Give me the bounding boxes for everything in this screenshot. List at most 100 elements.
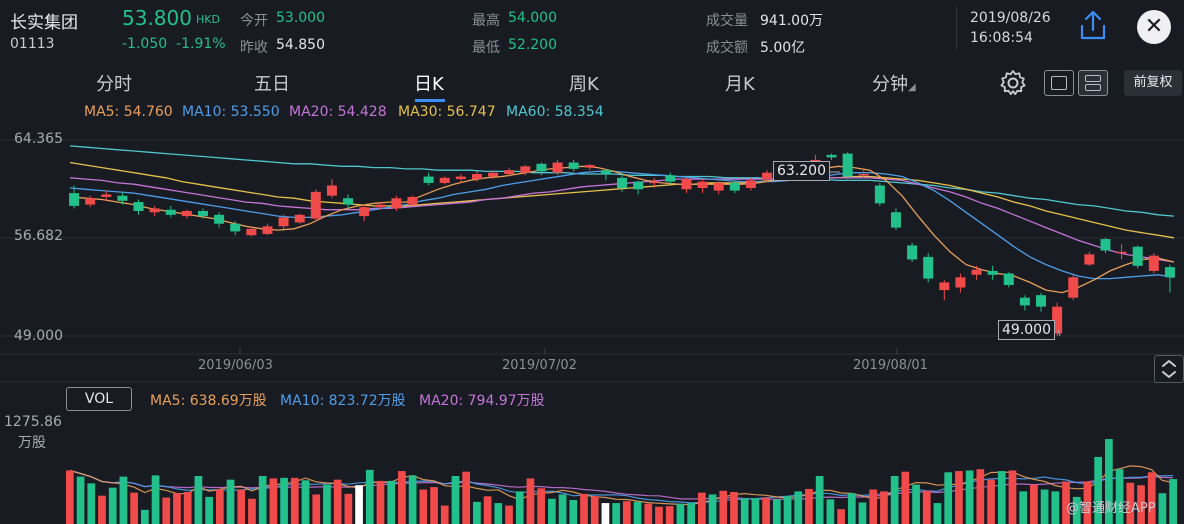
y-tick-top: 64.365 <box>14 131 63 147</box>
candle-up <box>971 269 982 275</box>
settings-button[interactable] <box>998 68 1028 98</box>
volume-bar <box>494 503 503 524</box>
tab-five-day[interactable]: 五日 <box>254 74 290 95</box>
vol-ma10-line <box>69 469 1174 504</box>
tab-weekly-k[interactable]: 周K <box>569 74 599 95</box>
price-adjust-button[interactable]: 前复权 <box>1124 70 1182 96</box>
price-change: -1.050 -1.91% <box>122 36 226 52</box>
volume-bar <box>333 479 342 524</box>
y-tick-mid: 56.682 <box>14 228 63 244</box>
candles <box>69 152 1175 337</box>
period-low-callout: 49.000 <box>998 320 1055 340</box>
volume-bar <box>162 497 171 524</box>
candle-up <box>310 191 321 219</box>
candle-down <box>568 162 579 169</box>
volume-bar <box>612 503 621 524</box>
candle-up <box>375 204 386 208</box>
candle-up <box>1052 306 1063 334</box>
volume-bar <box>173 493 181 524</box>
candle-down <box>633 181 644 190</box>
open-label: 今开 <box>240 13 268 29</box>
candle-up <box>294 214 305 223</box>
vol-ma5-line <box>69 465 1174 506</box>
tab-monthly-k[interactable]: 月K <box>725 74 755 95</box>
ma10-legend: MA10: 53.550 <box>182 104 280 120</box>
tab-daily-k[interactable]: 日K <box>414 74 444 95</box>
candle-up <box>391 198 402 209</box>
volume-bar <box>580 493 588 524</box>
volume-bar <box>858 502 867 524</box>
volume-bar <box>847 493 856 524</box>
candle-up <box>858 173 869 176</box>
low-value: 52.200 <box>508 37 557 53</box>
volume-value: 941.00万 <box>760 13 823 29</box>
gear-icon <box>1000 70 1026 95</box>
candle-down <box>1100 239 1111 251</box>
volume-bar <box>194 475 203 524</box>
vol-max-value: 1275.86 <box>4 414 62 430</box>
volume-bar <box>633 501 642 524</box>
ma60-legend: MA60: 58.354 <box>506 104 604 120</box>
candle-up <box>1084 254 1095 265</box>
volume-bar <box>569 499 578 524</box>
candle-up <box>407 196 418 205</box>
single-panel-layout-button[interactable] <box>1044 70 1074 96</box>
candle-down <box>423 176 434 183</box>
volume-bar <box>922 490 931 524</box>
volume-bar <box>1115 469 1124 524</box>
candle-up <box>1068 277 1079 298</box>
candle-up <box>713 182 724 191</box>
volume-bar <box>226 479 235 524</box>
close-button[interactable]: ✕ <box>1137 10 1171 44</box>
tab-minute[interactable]: 分钟◢ <box>872 70 916 96</box>
candle-up <box>584 165 595 168</box>
volume-bar <box>976 469 985 524</box>
volume-bar <box>183 491 192 524</box>
x-tick-june: 2019/06/03 <box>198 358 273 373</box>
candle-down <box>197 210 208 217</box>
candle-up <box>439 177 450 183</box>
volume-bar <box>601 503 610 524</box>
candle-down <box>890 212 901 228</box>
volume-bar <box>98 495 106 524</box>
volume-bar <box>676 503 685 524</box>
volume-bar <box>312 494 321 524</box>
double-panel-layout-button[interactable] <box>1078 70 1108 96</box>
stock-name: 长实集团 <box>10 13 78 33</box>
volume-bar <box>440 505 449 524</box>
collapse-button[interactable] <box>1154 355 1184 383</box>
candle-up <box>649 181 660 184</box>
single-panel-icon <box>1051 76 1067 90</box>
watermark: @智通财经APP <box>1066 501 1156 516</box>
volume-bar <box>987 479 995 524</box>
volume-bar <box>1158 493 1167 524</box>
chart-grid <box>0 139 1184 383</box>
volume-bar <box>526 478 535 524</box>
candle-up <box>149 208 160 213</box>
candle-down <box>117 195 128 201</box>
volume-bar <box>151 475 160 524</box>
volume-ma-lines <box>69 465 1174 506</box>
share-button[interactable] <box>1076 8 1110 42</box>
volume-bar <box>355 485 363 524</box>
volume-bar <box>419 489 428 524</box>
volume-bar <box>365 469 374 524</box>
indicator-select-button[interactable]: VOL <box>66 387 132 411</box>
volume-bar <box>1169 479 1178 524</box>
candle-up <box>326 185 337 196</box>
candle-down <box>214 214 225 224</box>
low-label: 最低 <box>472 40 500 56</box>
volume-bar <box>794 491 803 524</box>
volume-bar <box>483 496 492 524</box>
volume-bar <box>430 487 438 524</box>
x-tick-august: 2019/08/01 <box>853 358 928 373</box>
candle-down <box>165 209 176 215</box>
volume-bar <box>558 494 567 524</box>
volume-bar <box>944 472 953 524</box>
candle-up <box>101 194 112 197</box>
volume-bar <box>869 489 878 524</box>
tab-intraday[interactable]: 分时 <box>96 74 132 95</box>
volume-bar <box>762 497 770 524</box>
ma-lines <box>69 145 1175 294</box>
